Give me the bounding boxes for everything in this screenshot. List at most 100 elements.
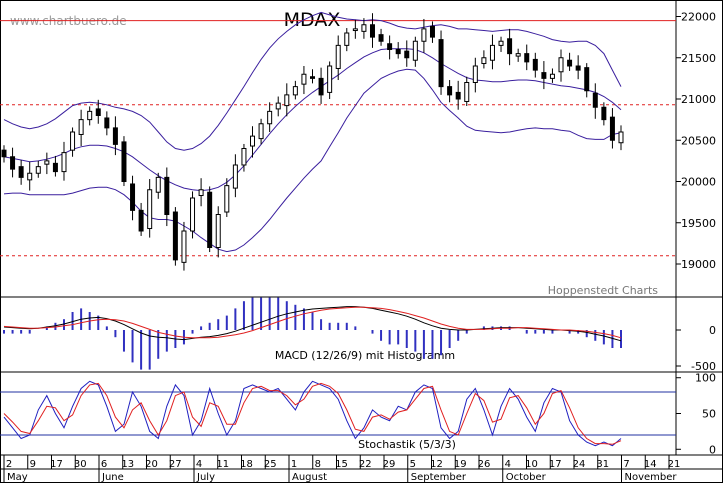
candle-body <box>447 86 453 96</box>
candle-body <box>18 166 24 178</box>
stochastic-tick-label: 50 <box>702 408 716 421</box>
stochastic-k-line <box>3 380 622 447</box>
candle-body <box>301 73 307 85</box>
month-label: November <box>625 472 678 483</box>
candle-body <box>507 38 513 55</box>
price-tick-label: 20500 <box>681 134 716 147</box>
candle-body <box>155 176 161 193</box>
date-tick-label: 10 <box>525 459 538 470</box>
price-tick-label: 19000 <box>681 258 716 271</box>
date-tick-label: 1 <box>291 459 297 470</box>
candle-body <box>44 160 50 165</box>
candle-body <box>361 24 367 32</box>
date-tick-label: 2 <box>6 459 12 470</box>
candle-body <box>378 34 384 42</box>
month-label: July <box>196 472 215 483</box>
candle-body <box>292 86 298 96</box>
price-tick-label: 21500 <box>681 52 716 65</box>
macd-signal-line <box>3 306 622 339</box>
candle-body <box>10 156 16 170</box>
candle-body <box>181 230 187 263</box>
candle-body <box>481 57 487 65</box>
candle-body <box>584 67 590 92</box>
candle-body <box>78 119 84 135</box>
month-label: August <box>292 472 327 483</box>
date-tick-label: 30 <box>74 459 87 470</box>
candle-body <box>498 40 504 46</box>
month-label: June <box>101 472 124 483</box>
date-tick-label: 13 <box>121 459 134 470</box>
candle-body <box>558 57 564 73</box>
candle-body <box>190 197 196 232</box>
candle-body <box>455 91 461 100</box>
price-tick-label: 20000 <box>681 176 716 189</box>
candle-body <box>130 183 136 211</box>
date-tick-label: 4 <box>196 459 202 470</box>
date-tick-label: 4 <box>505 459 511 470</box>
candle-body <box>164 176 170 215</box>
date-tick-label: 26 <box>478 459 491 470</box>
candle-body <box>258 123 264 140</box>
bollinger-middle-line <box>3 48 622 192</box>
month-label: May <box>7 472 28 483</box>
candle-body <box>70 131 76 151</box>
date-tick-label: 5 <box>410 459 416 470</box>
candle-body <box>395 49 401 55</box>
price-tick-label: 21000 <box>681 93 716 106</box>
candle-body <box>387 43 393 50</box>
candle-body <box>567 59 573 67</box>
candle-body <box>232 164 238 189</box>
candle-body <box>284 94 290 107</box>
candle-body <box>318 77 324 96</box>
date-tick-label: 31 <box>596 459 609 470</box>
candle-body <box>429 25 435 38</box>
candle-body <box>104 117 110 129</box>
candle-body <box>172 211 178 261</box>
date-tick-label: 19 <box>454 459 467 470</box>
candle-body <box>121 141 127 182</box>
candle-body <box>575 65 581 71</box>
date-tick-label: 17 <box>549 459 562 470</box>
stochastic-tick-label: 0 <box>709 443 716 456</box>
date-tick-label: 22 <box>359 459 372 470</box>
candle-body <box>147 189 153 230</box>
bollinger-upper-line <box>3 11 622 151</box>
candle-body <box>489 44 495 61</box>
candle-body <box>344 32 350 46</box>
chart-title: MDAX <box>284 9 341 31</box>
candle-body <box>250 135 256 147</box>
candle-body <box>532 58 538 71</box>
credit-label: Hoppenstedt Charts <box>548 284 659 297</box>
candle-body <box>1 149 7 158</box>
candle-body <box>412 40 418 61</box>
candle-body <box>61 152 67 173</box>
candle-body <box>438 39 444 88</box>
candle-body <box>541 72 547 79</box>
date-tick-label: 20 <box>145 459 158 470</box>
date-tick-label: 17 <box>50 459 63 470</box>
date-tick-label: 15 <box>335 459 348 470</box>
stochastic-d-line <box>3 382 622 445</box>
date-tick-label: 8 <box>315 459 321 470</box>
candle-body <box>275 102 281 110</box>
candle-body <box>267 110 273 125</box>
date-tick-label: 24 <box>573 459 586 470</box>
stochastic-label: Stochastik (5/3/3) <box>358 438 456 451</box>
stochastic-tick-label: 100 <box>695 372 716 385</box>
candle-body <box>592 92 598 108</box>
candle-body <box>549 73 555 79</box>
candle-body <box>618 131 624 144</box>
candle-body <box>524 53 530 63</box>
candle-body <box>310 76 315 79</box>
candle-body <box>138 209 144 232</box>
date-tick-label: 27 <box>169 459 182 470</box>
candle-body <box>515 53 521 57</box>
month-label: September <box>411 472 467 483</box>
bollinger-lower-line <box>3 68 622 253</box>
candle-body <box>609 116 615 141</box>
candle-body <box>241 148 247 166</box>
macd-tick-label: -500 <box>691 360 716 373</box>
date-tick-label: 9 <box>30 459 36 470</box>
date-tick-label: 14 <box>644 459 657 470</box>
